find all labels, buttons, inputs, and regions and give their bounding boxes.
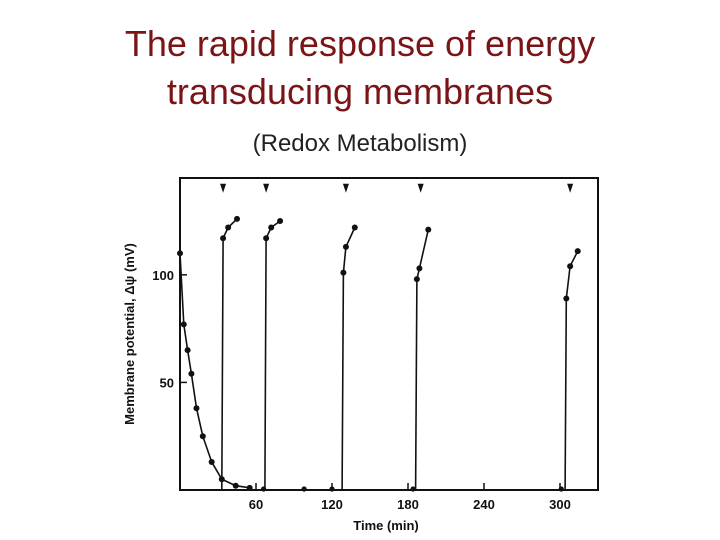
baseline-point-0 (261, 486, 267, 492)
slide-title-line-1: The rapid response of energy (124, 23, 596, 64)
data-point-recovery-2-3 (277, 218, 284, 225)
y-axis-label: Membrane potential, Δψ (mV) (122, 243, 137, 425)
data-point-recovery-2-1 (263, 235, 270, 242)
x-tick-label-300: 300 (549, 497, 571, 512)
data-point-recovery-1-2 (225, 224, 232, 231)
addition-marker-1 (263, 183, 270, 193)
baseline-point-1 (301, 486, 307, 492)
data-point-recovery-3-2 (342, 243, 349, 250)
slide-title-line-2: transducing membranes (166, 71, 554, 112)
y-tick-label-50: 50 (160, 375, 174, 390)
data-point-decay-3 (188, 370, 195, 377)
membrane-potential-chart: 60 120 180 240 300 50 100 Time (min) Membrane … (122, 177, 599, 533)
x-tick-label-180: 180 (397, 497, 419, 512)
markers-layer (220, 183, 574, 193)
series-line-recovery-4 (414, 229, 430, 491)
y-tick-label-100: 100 (152, 268, 174, 283)
data-point-recovery-4-3 (425, 226, 432, 233)
addition-marker-0 (220, 183, 227, 193)
data-point-decay-5 (199, 433, 206, 440)
data-point-recovery-2-2 (268, 224, 275, 231)
data-point-decay-4 (193, 405, 200, 412)
baseline-point-3 (410, 486, 416, 492)
data-point-decay-8 (232, 482, 239, 489)
x-axis-label: Time (min) (353, 518, 419, 533)
data-point-decay-2 (184, 347, 191, 354)
data-point-decay-0 (177, 250, 183, 257)
data-point-decay-7 (218, 476, 225, 483)
slide-title: The rapid response of energy transducing… (0, 20, 720, 116)
data-point-recovery-1-3 (234, 215, 240, 222)
data-point-recovery-3-1 (340, 269, 347, 276)
data-point-recovery-5-3 (574, 248, 581, 255)
x-tick-label-60: 60 (249, 497, 263, 512)
data-point-recovery-1-1 (220, 235, 227, 242)
addition-marker-4 (567, 183, 574, 193)
ticks-layer: 60 120 180 240 300 50 100 (152, 268, 571, 512)
series-line-recovery-2 (264, 220, 281, 491)
data-point-recovery-5-1 (563, 295, 570, 302)
series-line-recovery-5 (564, 250, 579, 491)
points-layer (177, 215, 581, 492)
series-line-recovery-1 (221, 218, 238, 491)
x-tick-label-120: 120 (321, 497, 343, 512)
series-layer (179, 218, 579, 491)
slide-subtitle: (Redox Metabolism) (252, 130, 468, 157)
data-point-decay-9 (246, 484, 253, 491)
data-point-recovery-4-1 (413, 276, 420, 283)
plot-frame (179, 177, 599, 491)
data-point-recovery-5-2 (567, 263, 574, 270)
data-point-decay-1 (180, 321, 187, 328)
series-line-decay (179, 253, 250, 489)
data-point-recovery-4-2 (416, 265, 423, 272)
data-point-recovery-3-3 (351, 224, 358, 231)
x-tick-label-240: 240 (473, 497, 495, 512)
addition-marker-2 (342, 183, 349, 193)
series-line-recovery-3 (341, 227, 356, 491)
data-point-decay-6 (208, 459, 215, 466)
addition-marker-3 (417, 183, 424, 193)
